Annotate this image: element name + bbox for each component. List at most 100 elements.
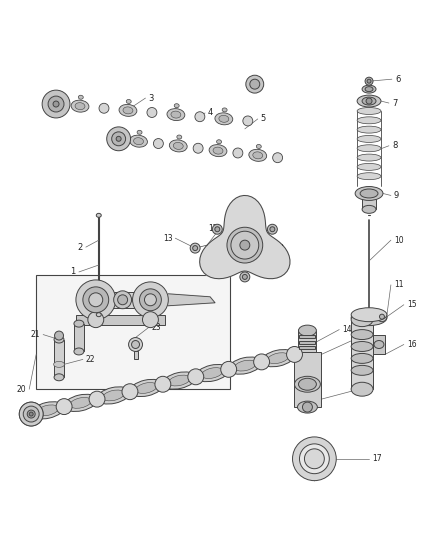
Ellipse shape xyxy=(130,379,163,397)
Circle shape xyxy=(195,112,205,122)
Circle shape xyxy=(131,341,140,349)
Ellipse shape xyxy=(136,383,157,393)
Ellipse shape xyxy=(357,164,381,171)
Ellipse shape xyxy=(374,341,384,349)
Circle shape xyxy=(133,282,168,318)
Ellipse shape xyxy=(53,361,64,367)
Circle shape xyxy=(243,116,253,126)
Text: 3: 3 xyxy=(148,94,154,102)
Ellipse shape xyxy=(219,115,229,122)
Circle shape xyxy=(212,224,222,234)
Ellipse shape xyxy=(96,313,101,317)
Circle shape xyxy=(193,143,203,153)
Ellipse shape xyxy=(351,365,373,375)
Bar xyxy=(134,351,138,359)
Circle shape xyxy=(300,444,329,474)
Circle shape xyxy=(221,361,237,377)
Ellipse shape xyxy=(54,336,64,343)
Ellipse shape xyxy=(357,145,381,152)
Ellipse shape xyxy=(130,135,148,147)
Circle shape xyxy=(140,289,161,311)
Circle shape xyxy=(155,376,171,392)
Circle shape xyxy=(379,314,385,319)
Circle shape xyxy=(227,227,263,263)
Ellipse shape xyxy=(96,213,101,217)
Circle shape xyxy=(27,410,35,418)
Circle shape xyxy=(19,402,43,426)
Ellipse shape xyxy=(294,376,320,392)
Circle shape xyxy=(112,132,126,146)
Bar xyxy=(74,324,84,351)
Ellipse shape xyxy=(362,85,376,93)
Circle shape xyxy=(233,148,243,158)
Circle shape xyxy=(23,406,39,422)
Circle shape xyxy=(365,77,373,85)
Text: 1: 1 xyxy=(70,268,75,277)
Circle shape xyxy=(188,369,204,385)
Text: 8: 8 xyxy=(392,141,397,150)
Circle shape xyxy=(366,98,372,104)
Bar xyxy=(300,341,315,343)
Ellipse shape xyxy=(351,329,373,340)
Ellipse shape xyxy=(351,353,373,364)
Ellipse shape xyxy=(365,87,373,92)
Ellipse shape xyxy=(213,147,223,154)
Ellipse shape xyxy=(360,189,378,198)
Text: 12: 12 xyxy=(208,224,218,233)
Circle shape xyxy=(122,384,138,400)
Ellipse shape xyxy=(37,405,58,416)
Circle shape xyxy=(193,246,198,251)
Circle shape xyxy=(76,280,116,320)
Ellipse shape xyxy=(119,104,137,116)
Bar xyxy=(76,314,165,325)
Ellipse shape xyxy=(357,173,381,180)
Circle shape xyxy=(55,331,64,340)
Ellipse shape xyxy=(78,95,83,99)
Ellipse shape xyxy=(229,357,262,374)
Circle shape xyxy=(246,75,264,93)
Ellipse shape xyxy=(357,108,381,115)
Text: 21: 21 xyxy=(31,330,40,339)
Ellipse shape xyxy=(74,320,84,327)
Circle shape xyxy=(56,399,72,415)
Ellipse shape xyxy=(222,108,227,112)
Ellipse shape xyxy=(261,350,295,367)
Bar xyxy=(373,335,385,354)
Circle shape xyxy=(89,293,103,307)
Ellipse shape xyxy=(75,103,85,110)
Bar xyxy=(362,193,376,209)
Circle shape xyxy=(215,227,220,232)
Circle shape xyxy=(42,90,70,118)
Circle shape xyxy=(153,139,163,149)
Circle shape xyxy=(99,103,109,113)
Circle shape xyxy=(88,312,104,328)
Circle shape xyxy=(145,294,156,306)
Ellipse shape xyxy=(97,387,130,404)
Circle shape xyxy=(83,287,109,313)
Text: 7: 7 xyxy=(392,99,397,108)
Circle shape xyxy=(89,391,105,407)
Text: 14: 14 xyxy=(342,325,352,334)
Ellipse shape xyxy=(216,140,222,144)
Circle shape xyxy=(377,312,387,321)
Ellipse shape xyxy=(253,152,263,159)
Circle shape xyxy=(273,153,283,163)
Ellipse shape xyxy=(298,325,316,336)
Circle shape xyxy=(240,240,250,250)
Ellipse shape xyxy=(209,144,227,157)
Circle shape xyxy=(367,79,371,83)
Circle shape xyxy=(48,96,64,112)
Text: 4: 4 xyxy=(208,109,213,117)
Bar xyxy=(351,320,373,389)
Ellipse shape xyxy=(297,401,318,413)
Text: 20: 20 xyxy=(17,385,26,394)
Ellipse shape xyxy=(351,382,373,396)
Text: 6: 6 xyxy=(395,75,400,84)
Ellipse shape xyxy=(173,142,183,149)
Circle shape xyxy=(29,412,33,416)
Circle shape xyxy=(129,337,142,351)
Ellipse shape xyxy=(298,378,316,390)
Bar xyxy=(54,340,64,377)
Circle shape xyxy=(304,449,324,469)
Ellipse shape xyxy=(103,390,124,401)
